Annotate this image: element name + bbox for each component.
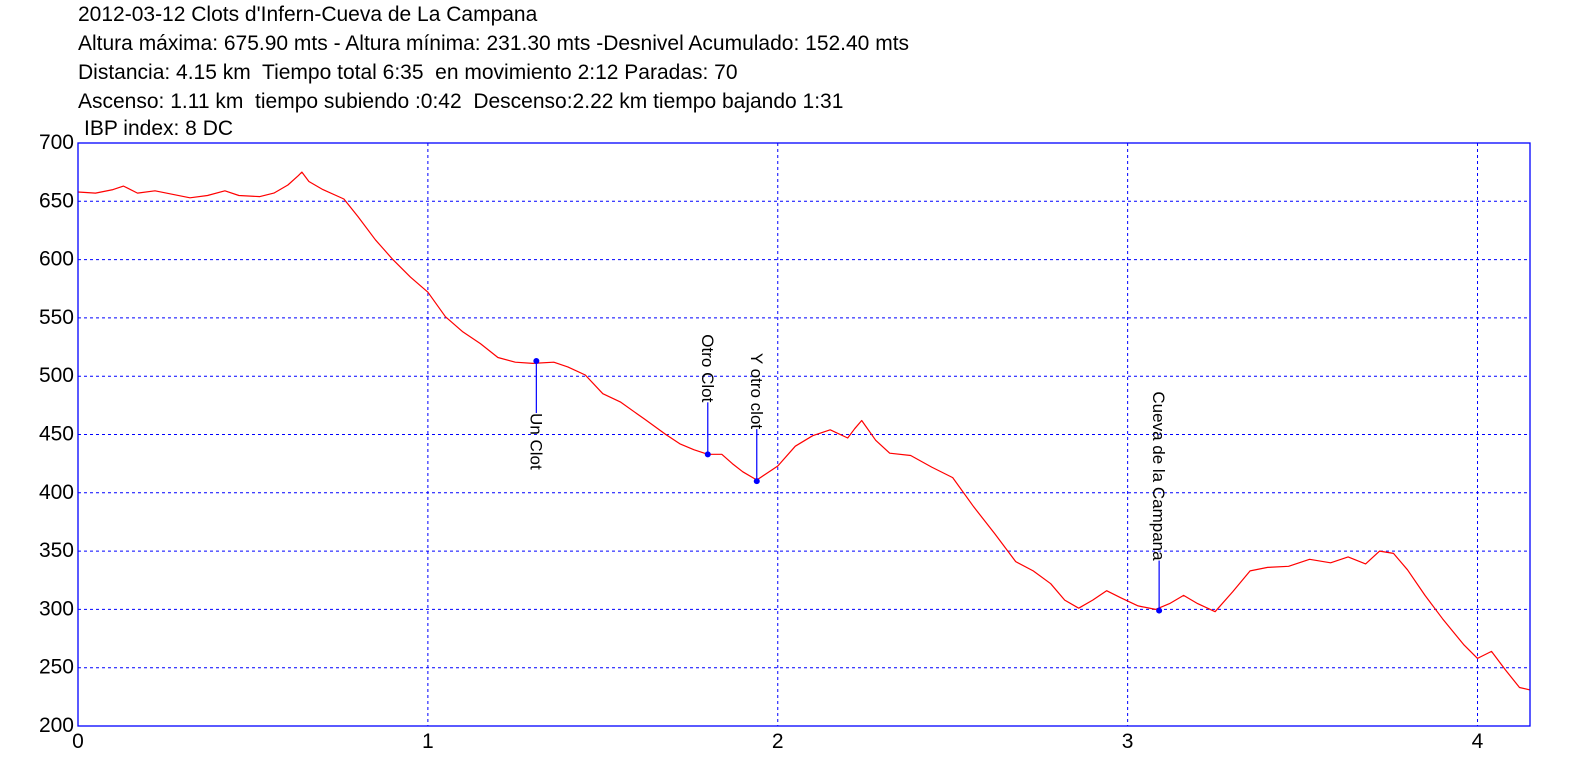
- x-tick-label: 4: [1472, 730, 1484, 753]
- x-tick-label: 2: [772, 730, 784, 753]
- x-tick-label: 1: [422, 730, 434, 753]
- y-tick-label: 400: [39, 481, 74, 504]
- x-tick-label: 3: [1122, 730, 1134, 753]
- y-tick-label: 500: [39, 364, 74, 387]
- x-tick-label: 0: [72, 730, 84, 753]
- waypoint-dot: [1156, 607, 1163, 614]
- y-tick-label: 200: [39, 714, 74, 737]
- waypoint-marker: Un Clot: [526, 358, 545, 470]
- y-tick-label: 650: [39, 189, 74, 212]
- y-tick-label: 250: [39, 656, 74, 679]
- waypoint-marker: Cueva de la Campana: [1149, 391, 1168, 614]
- y-tick-label: 550: [39, 306, 74, 329]
- y-tick-label: 350: [39, 539, 74, 562]
- y-tick-label: 450: [39, 423, 74, 446]
- altitude-summary: Altura máxima: 675.90 mts - Altura mínim…: [78, 32, 910, 55]
- y-tick-label: 700: [39, 131, 74, 154]
- waypoint-dot: [704, 451, 711, 458]
- grid-lines: [78, 143, 1530, 726]
- waypoint-dot: [533, 358, 540, 365]
- waypoint-dot: [753, 478, 760, 485]
- waypoint-label: Y otro clot: [747, 353, 766, 430]
- y-tick-label: 600: [39, 248, 74, 271]
- ibp-index: IBP index: 8 DC: [84, 117, 234, 140]
- axis-tick-labels: 200 250 300 350 400 450 500 550 600 650 700 0 1 2 3 4: [39, 131, 1484, 753]
- elevation-line: [77, 171, 1531, 691]
- ascent-descent-summary: Ascenso: 1.11 km tiempo subiendo :0:42 D…: [78, 90, 844, 113]
- waypoint-label: Otro Clot: [698, 334, 717, 402]
- waypoint-marker: Otro Clot: [698, 334, 717, 458]
- distance-time-summary: Distancia: 4.15 km Tiempo total 6:35 en …: [78, 61, 738, 84]
- waypoint-label: Un Clot: [526, 413, 545, 470]
- waypoint-label: Cueva de la Campana: [1149, 391, 1168, 561]
- waypoint-marker: Y otro clot: [747, 353, 766, 485]
- series-layer: [77, 171, 1531, 691]
- chart-title: 2012-03-12 Clots d'Infern-Cueva de La Ca…: [78, 3, 538, 26]
- waypoints: Un Clot Otro Clot Y otro clot Cueva de la C…: [526, 334, 1168, 614]
- y-tick-label: 300: [39, 597, 74, 620]
- plot-frame: [77, 142, 1531, 727]
